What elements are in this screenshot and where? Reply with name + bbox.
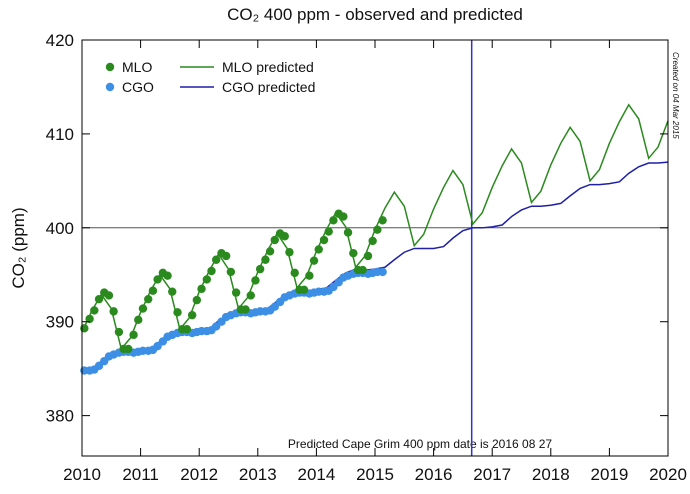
annotation: Predicted Cape Grim 400 ppm date is 2016… — [288, 437, 552, 451]
x-tick-label: 2013 — [239, 465, 277, 484]
data-point — [197, 284, 206, 294]
data-point — [343, 228, 353, 237]
data-point — [363, 251, 373, 261]
data-point — [231, 288, 241, 297]
y-tick-label: 410 — [46, 125, 74, 144]
data-point — [187, 310, 197, 320]
data-point — [251, 276, 260, 285]
data-point — [309, 256, 319, 265]
x-tick-label: 2014 — [297, 465, 335, 484]
data-point — [378, 267, 387, 277]
data-point — [368, 236, 377, 246]
y-tick-label: 420 — [46, 31, 74, 50]
data-point — [339, 212, 348, 221]
x-tick-label: 2011 — [122, 465, 159, 484]
x-tick-label: 2017 — [473, 465, 511, 484]
side-note: Created on 04 Mar 2015 — [671, 52, 680, 139]
x-tick-label: 2019 — [590, 465, 628, 484]
data-point — [280, 232, 289, 241]
data-point — [104, 291, 114, 300]
x-tick-label: 2016 — [415, 465, 453, 484]
data-point — [207, 266, 216, 276]
data-point — [211, 255, 221, 264]
data-point — [182, 325, 192, 334]
data-point — [173, 308, 182, 317]
data-point — [246, 291, 255, 300]
data-point — [163, 271, 172, 280]
data-point — [378, 216, 387, 225]
data-point — [80, 324, 89, 333]
data-point — [134, 315, 143, 325]
x-tick-label: 2010 — [63, 465, 101, 484]
data-point — [153, 275, 162, 284]
legend-label: CGO — [122, 79, 154, 95]
data-point — [349, 248, 358, 258]
data-point — [270, 235, 279, 245]
legend-marker — [105, 62, 115, 72]
data-point — [299, 285, 309, 294]
legend-label: CGO predicted — [222, 79, 315, 95]
data-point — [319, 235, 329, 245]
data-point — [148, 286, 158, 295]
data-point — [138, 304, 148, 313]
y-tick-label: 390 — [46, 313, 74, 332]
legend-marker — [105, 82, 115, 92]
data-point — [373, 225, 382, 234]
legend-label: MLO — [122, 59, 152, 75]
data-point — [109, 307, 118, 316]
data-point — [144, 294, 153, 304]
data-point — [202, 275, 212, 284]
y-axis-label: CO₂ (ppm) — [9, 207, 28, 288]
data-point — [305, 271, 314, 280]
chart-title: CO₂ 400 ppm - observed and predicted — [227, 5, 523, 24]
data-point — [358, 265, 367, 275]
data-point — [324, 227, 333, 236]
data-point — [168, 287, 177, 296]
x-tick-label: 2018 — [532, 465, 570, 484]
data-point — [314, 245, 323, 254]
data-point — [329, 216, 338, 225]
data-point — [124, 344, 133, 354]
data-point — [129, 330, 138, 340]
x-tick-label: 2015 — [356, 465, 394, 484]
data-point — [192, 295, 202, 305]
data-point — [290, 268, 299, 278]
data-point — [265, 247, 275, 256]
data-point — [221, 251, 231, 261]
x-tick-label: 2012 — [180, 465, 218, 484]
legend-label: MLO predicted — [222, 59, 314, 75]
y-tick-label: 400 — [46, 219, 74, 238]
y-tick-label: 380 — [46, 407, 74, 426]
data-point — [241, 305, 250, 314]
data-point — [285, 248, 294, 257]
data-point — [261, 255, 270, 264]
data-point — [255, 264, 265, 274]
data-point — [90, 306, 99, 315]
x-tick-label: 2020 — [649, 465, 687, 484]
data-point — [85, 314, 94, 324]
data-point — [94, 294, 104, 304]
data-point — [226, 267, 236, 277]
data-point — [114, 327, 124, 337]
